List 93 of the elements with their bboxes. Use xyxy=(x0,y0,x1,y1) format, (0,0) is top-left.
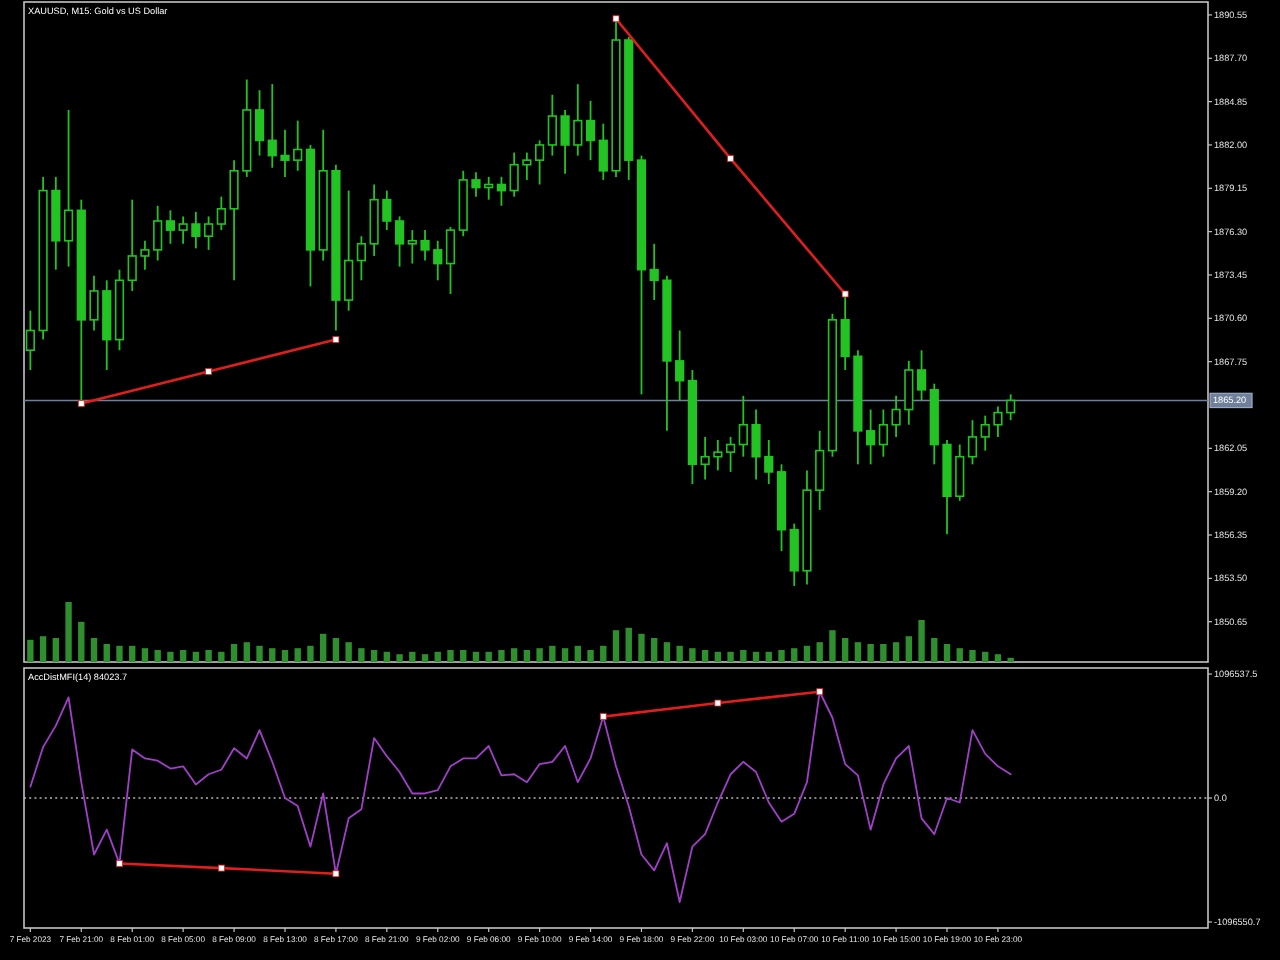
bar xyxy=(931,638,938,662)
bar xyxy=(752,651,760,662)
bar xyxy=(167,651,174,662)
point xyxy=(816,688,824,696)
bar xyxy=(612,630,620,662)
bar xyxy=(230,644,238,662)
point xyxy=(612,15,620,23)
bar xyxy=(765,651,772,662)
bar xyxy=(90,638,98,662)
bar xyxy=(587,650,594,662)
bar xyxy=(714,651,722,662)
bar xyxy=(320,633,327,662)
bar xyxy=(549,645,556,662)
bar xyxy=(116,645,123,662)
bar xyxy=(332,638,340,662)
bar xyxy=(39,636,47,662)
bar xyxy=(179,650,187,662)
bar xyxy=(485,651,492,662)
bar xyxy=(205,650,212,662)
bar xyxy=(472,651,480,662)
bar xyxy=(791,648,798,662)
candlestick xyxy=(63,109,74,268)
bar xyxy=(625,627,632,662)
point xyxy=(599,713,607,721)
bar xyxy=(510,648,518,662)
point xyxy=(332,336,340,343)
bar xyxy=(447,650,454,662)
point xyxy=(217,864,225,872)
candlestick xyxy=(203,215,214,251)
bar xyxy=(307,645,314,662)
bar xyxy=(294,648,301,662)
bar xyxy=(536,648,543,662)
bar xyxy=(561,648,569,662)
bar xyxy=(956,648,963,662)
bar xyxy=(498,650,505,662)
bar xyxy=(218,651,225,662)
bar xyxy=(880,644,887,662)
point xyxy=(205,368,212,375)
bar xyxy=(269,648,276,662)
bar xyxy=(434,651,441,662)
bar xyxy=(994,654,1002,662)
bar xyxy=(243,642,250,662)
bar xyxy=(574,645,581,662)
bar xyxy=(460,650,467,662)
bar xyxy=(523,650,531,662)
point xyxy=(727,155,734,163)
bar xyxy=(663,642,671,662)
bar xyxy=(129,645,136,662)
bar xyxy=(421,654,429,662)
point xyxy=(77,400,85,407)
point xyxy=(841,290,849,298)
bar xyxy=(396,654,403,662)
bar xyxy=(727,651,734,662)
bar xyxy=(854,642,862,662)
bar xyxy=(918,620,925,662)
bar xyxy=(256,645,263,662)
bar xyxy=(816,642,823,662)
bar xyxy=(281,650,289,662)
bar xyxy=(689,648,696,662)
bar xyxy=(892,642,900,662)
bar xyxy=(103,644,110,662)
bar xyxy=(829,630,836,662)
bar xyxy=(383,651,391,662)
bar xyxy=(841,638,849,662)
point xyxy=(332,870,340,878)
bar xyxy=(905,636,912,662)
bar xyxy=(969,650,976,662)
bar xyxy=(740,650,747,662)
bar xyxy=(370,650,378,662)
candlestick xyxy=(585,99,596,162)
bar xyxy=(803,645,811,662)
bar xyxy=(192,651,200,662)
bar xyxy=(638,633,645,662)
bar xyxy=(345,642,352,662)
bar xyxy=(154,650,161,662)
bar xyxy=(982,651,989,662)
bar xyxy=(141,648,149,662)
point xyxy=(116,860,123,867)
bar xyxy=(943,644,951,662)
bar xyxy=(676,645,683,662)
bar xyxy=(778,650,785,662)
bar xyxy=(701,650,709,662)
bar xyxy=(867,644,874,662)
bar xyxy=(65,602,72,662)
bar xyxy=(27,639,34,662)
bar xyxy=(409,651,416,662)
bar xyxy=(358,648,365,662)
bar xyxy=(78,621,85,662)
bar xyxy=(52,638,60,662)
bar xyxy=(600,645,607,662)
point xyxy=(714,699,722,707)
bar xyxy=(651,638,658,662)
line-series xyxy=(29,690,1012,903)
